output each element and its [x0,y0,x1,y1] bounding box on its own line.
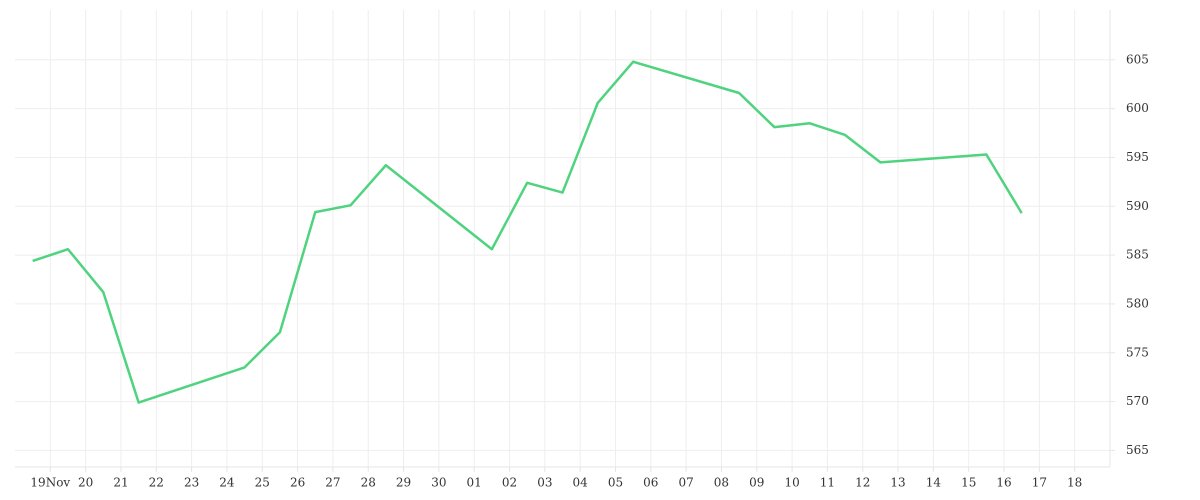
price-line [32,60,1023,404]
x-tick-label: 21 [113,476,128,490]
y-tick-label: 570 [1126,394,1149,408]
y-tick-label: 580 [1126,296,1149,310]
y-tick-label: 605 [1126,52,1149,66]
y-tick-label: 595 [1126,150,1149,164]
x-tick-label: 22 [149,476,164,490]
x-tick-label: 25 [255,476,270,490]
x-tick-label: 01 [467,476,482,490]
y-tick-label: 575 [1126,345,1149,359]
x-tick-label: 05 [608,476,623,490]
x-tick-label: 26 [290,476,305,490]
x-tick-label: 06 [643,476,658,490]
x-tick-label: 13 [890,476,905,490]
x-tick-label: 16 [996,476,1011,490]
x-tick-label: 30 [431,476,446,490]
x-tick-label: 28 [361,476,376,490]
x-tick-label: 17 [1032,476,1047,490]
y-tick-label: 585 [1126,248,1149,262]
x-tick-label: 11 [820,476,835,490]
x-tick-label: 18 [1067,476,1082,490]
x-tick-label: 23 [184,476,199,490]
x-tick-label: 27 [325,476,340,490]
x-tick-label: 20 [78,476,93,490]
y-tick-label: 590 [1126,199,1149,213]
y-tick-label: 565 [1126,443,1149,457]
x-tick-label: 24 [219,476,235,490]
x-tick-label: 10 [784,476,799,490]
x-tick-label: 14 [926,476,942,490]
x-tick-label: 15 [961,476,976,490]
x-tick-label: 08 [714,476,729,490]
x-tick-label: 12 [855,476,870,490]
y-tick-label: 600 [1126,101,1149,115]
x-tick-label: 29 [396,476,411,490]
x-tick-label: 07 [678,476,693,490]
x-tick-label: 19Nov [30,476,70,490]
x-tick-label: 02 [502,476,517,490]
x-tick-label: 09 [749,476,764,490]
x-tick-label: 03 [537,476,552,490]
x-tick-label: 04 [573,476,589,490]
